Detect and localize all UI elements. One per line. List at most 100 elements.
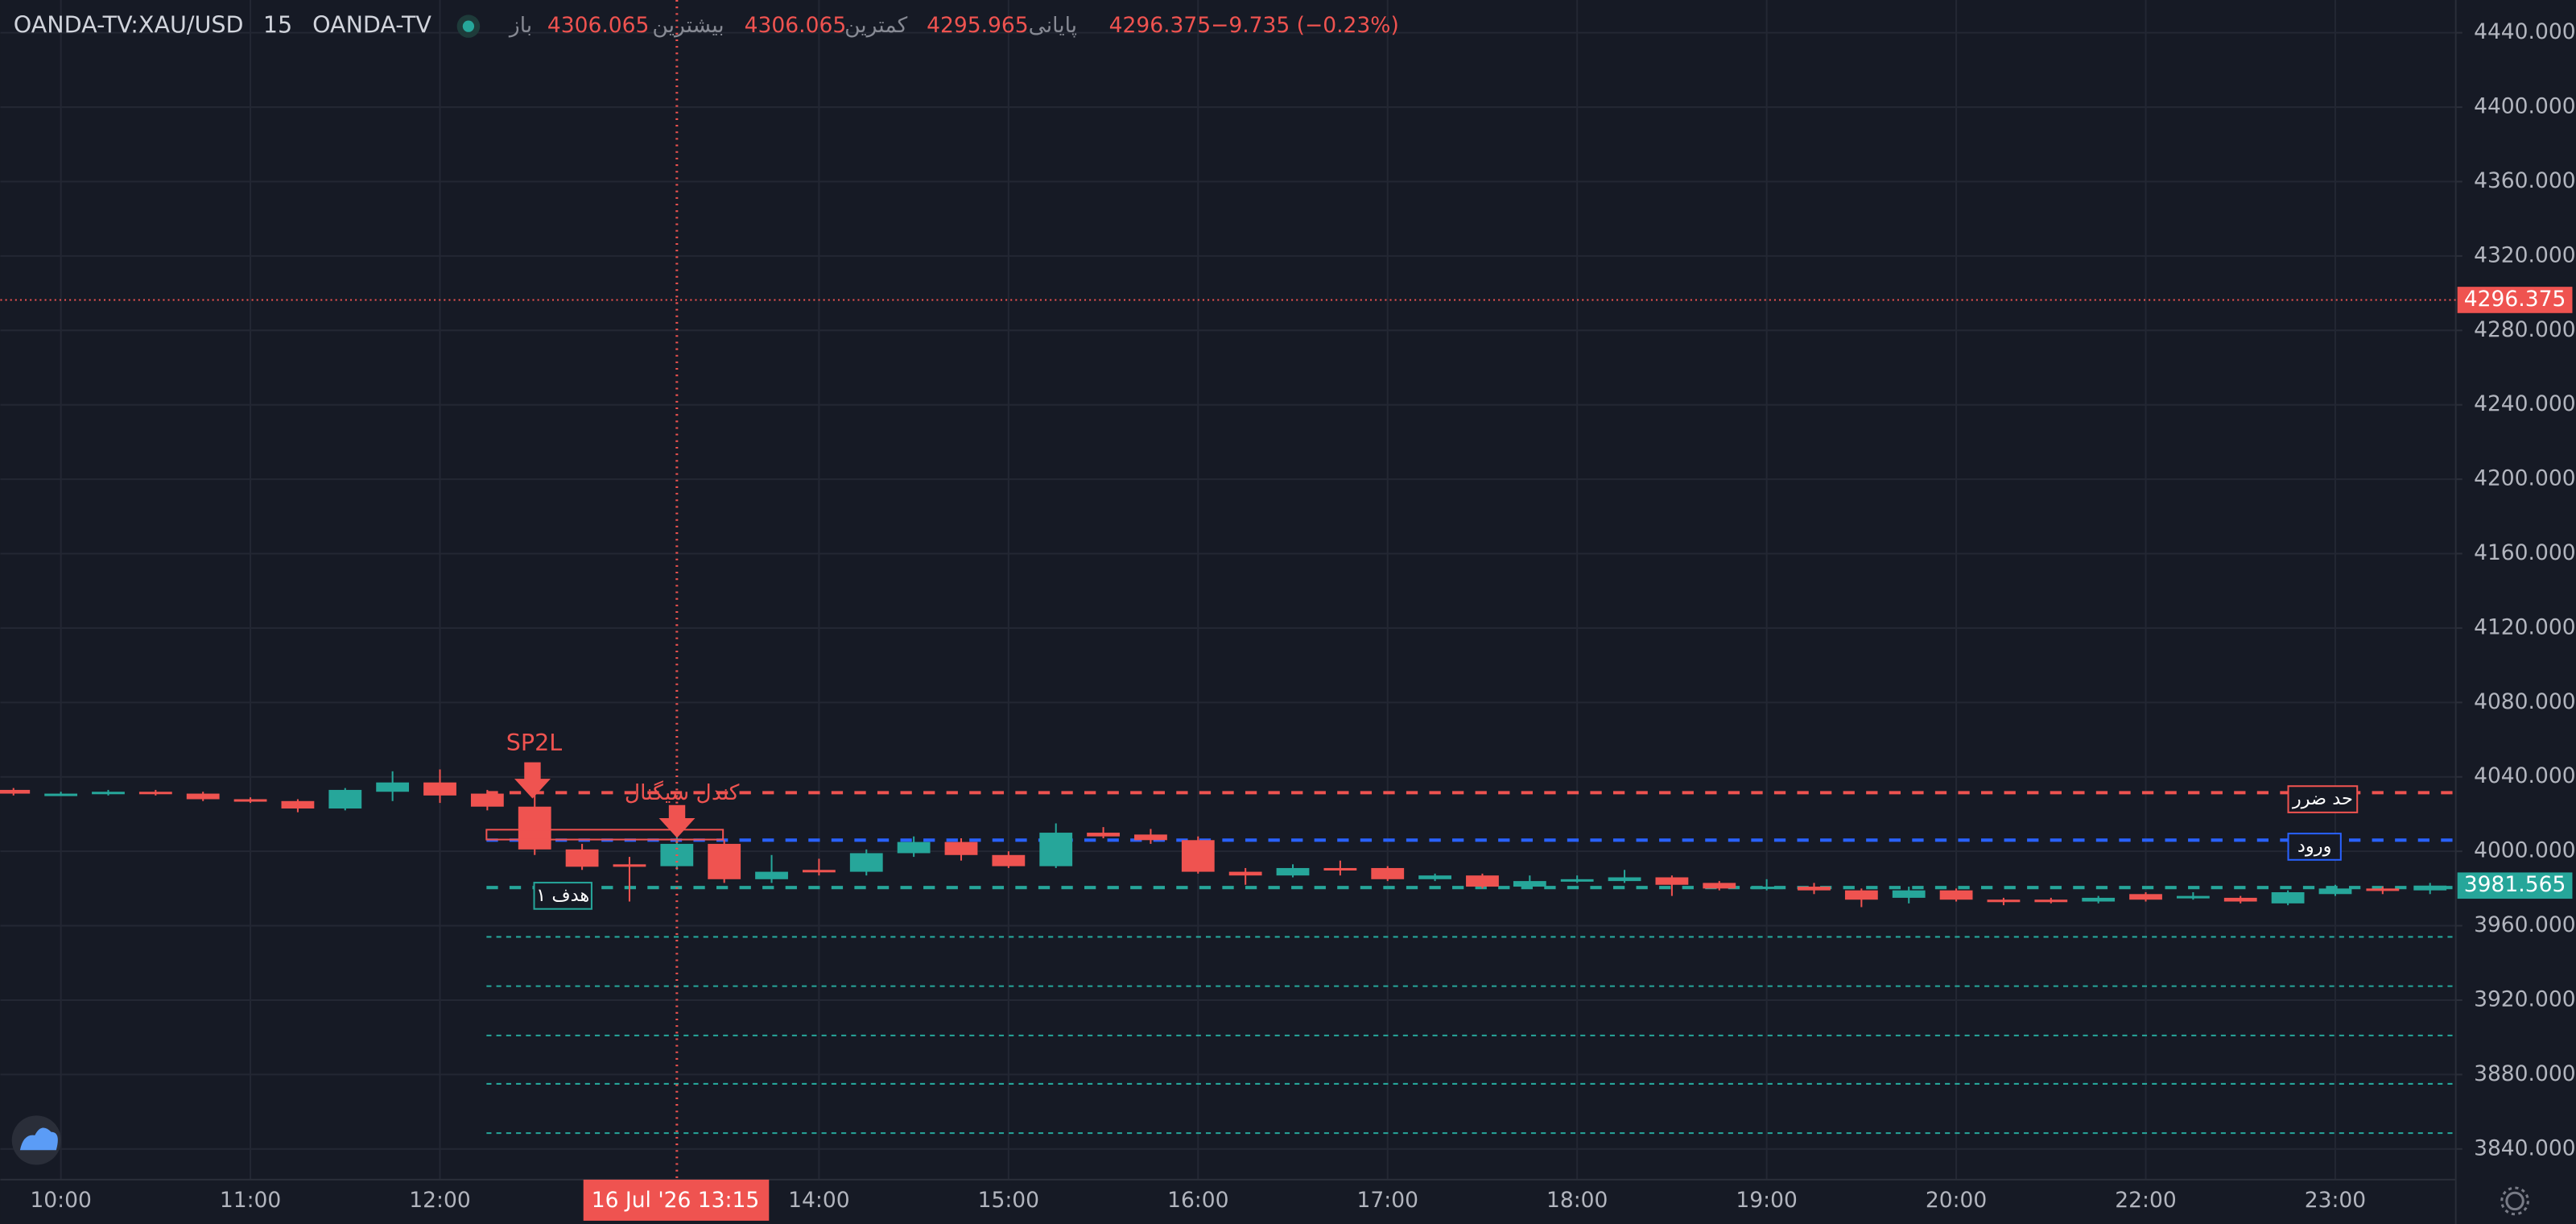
x-tick-label: 15:00 xyxy=(978,1188,1039,1213)
candle-body xyxy=(1939,890,1973,900)
candle-body xyxy=(518,806,551,850)
y-tick-label: 4120.000 xyxy=(2474,614,2576,639)
level-label: ورود xyxy=(2297,836,2332,857)
candle-body xyxy=(2413,885,2447,891)
candle-body xyxy=(44,793,78,796)
x-tick-label: 19:00 xyxy=(1736,1188,1797,1213)
last-price-label: 3981.565 xyxy=(2464,872,2566,897)
candle-body xyxy=(1655,877,1689,885)
y-tick-label: 4080.000 xyxy=(2474,689,2576,714)
y-tick-label: 4400.000 xyxy=(2474,94,2576,119)
candle-body xyxy=(0,789,31,794)
ohlc-label: پایانی xyxy=(1029,13,1077,38)
candle-body xyxy=(2318,888,2352,895)
y-tick-label: 4240.000 xyxy=(2474,391,2576,416)
y-tick-label: 4000.000 xyxy=(2474,838,2576,863)
x-tick-label: 11:00 xyxy=(220,1188,281,1213)
candle-body xyxy=(2082,897,2116,902)
candle-body xyxy=(2366,888,2400,891)
candle-body xyxy=(1276,867,1310,876)
candle-body xyxy=(1323,867,1357,871)
y-tick-label: 3840.000 xyxy=(2474,1135,2576,1160)
y-tick-label: 3880.000 xyxy=(2474,1061,2576,1086)
ohlc-label: باز xyxy=(508,13,532,38)
signal-arrow xyxy=(658,804,696,838)
candle-body xyxy=(2223,897,2257,902)
candle-body xyxy=(802,870,836,873)
change: −9.735 (−0.23%) xyxy=(1211,13,1399,38)
candle-body xyxy=(1750,887,1784,890)
candle-body xyxy=(1892,890,1926,898)
candle-body xyxy=(992,854,1026,866)
settings-icon xyxy=(2500,1186,2529,1216)
settings-button[interactable] xyxy=(2505,1191,2524,1211)
x-tick-label: 23:00 xyxy=(2305,1188,2366,1213)
candle-body xyxy=(1228,871,1262,876)
x-tick-label: 12:00 xyxy=(409,1188,470,1213)
symbol: OANDA-TV:XAU/USD xyxy=(14,11,244,39)
signal-box xyxy=(485,829,724,841)
candle-body xyxy=(613,864,646,867)
level-label: حد ضرر xyxy=(2292,788,2353,809)
annotation: کندل سیگنال xyxy=(625,780,740,805)
candle-body xyxy=(281,800,315,809)
level-label-box xyxy=(2287,833,2342,861)
candle-body xyxy=(186,793,220,800)
candle-body xyxy=(897,842,931,854)
candle-body xyxy=(2271,891,2305,904)
candle-body xyxy=(849,853,883,872)
candle-body xyxy=(138,792,172,795)
candle-body xyxy=(755,871,788,879)
candle-body xyxy=(1371,867,1405,879)
signal-arrow xyxy=(514,762,551,799)
candle-body xyxy=(470,793,504,807)
candle-body xyxy=(1844,890,1878,900)
x-tick-label: 10:00 xyxy=(30,1188,91,1213)
candle-body xyxy=(1560,879,1594,882)
x-tick-label: 16:00 xyxy=(1167,1188,1228,1213)
y-tick-label: 3960.000 xyxy=(2474,912,2576,937)
ohlc-value: 4296.375 xyxy=(1109,13,1212,38)
candle-body xyxy=(708,843,741,879)
crosshair-label: 16 Jul '26 13:15 xyxy=(592,1188,759,1213)
level-label-box xyxy=(533,882,592,910)
ohlc-value: 4306.065 xyxy=(547,13,650,38)
annotation: SP2L xyxy=(506,729,562,756)
y-tick-label: 4160.000 xyxy=(2474,540,2576,565)
candle-body xyxy=(233,799,267,802)
candle-body xyxy=(1418,875,1452,879)
candle-body xyxy=(2129,894,2162,900)
level-label: هدف ۱ xyxy=(536,885,589,906)
logo-icon xyxy=(19,1127,58,1151)
candle-body xyxy=(1087,833,1120,837)
candle-body xyxy=(1798,887,1831,891)
candle-body xyxy=(2176,895,2210,899)
ohlc-label: بیشترین xyxy=(652,13,724,38)
y-tick-label: 4280.000 xyxy=(2474,317,2576,342)
last-price-box xyxy=(2457,872,2573,899)
ohlc-value: 4295.965 xyxy=(927,13,1029,38)
candle-body xyxy=(423,782,456,796)
x-tick-label: 17:00 xyxy=(1357,1188,1418,1213)
status-dot xyxy=(462,20,475,32)
candle-body xyxy=(1039,833,1073,866)
y-tick-label: 4200.000 xyxy=(2474,466,2576,491)
y-tick-label: 3920.000 xyxy=(2474,986,2576,1011)
ohlc-label: کمترین xyxy=(844,13,908,38)
grid xyxy=(0,0,2456,1180)
candle-body xyxy=(376,782,410,792)
candle-body xyxy=(1987,899,2021,903)
candle-body xyxy=(328,789,362,809)
candle-body xyxy=(1703,883,1736,889)
price-label-box xyxy=(2457,287,2573,313)
y-tick-label: 4360.000 xyxy=(2474,168,2576,193)
y-tick-label: 4040.000 xyxy=(2474,763,2576,788)
price-label: 4296.375 xyxy=(2464,287,2566,312)
candle-body xyxy=(1181,840,1215,872)
y-tick-label: 4320.000 xyxy=(2474,242,2576,267)
level-label-box xyxy=(2287,785,2359,813)
candle-body xyxy=(565,849,599,867)
candle-body xyxy=(92,792,125,795)
